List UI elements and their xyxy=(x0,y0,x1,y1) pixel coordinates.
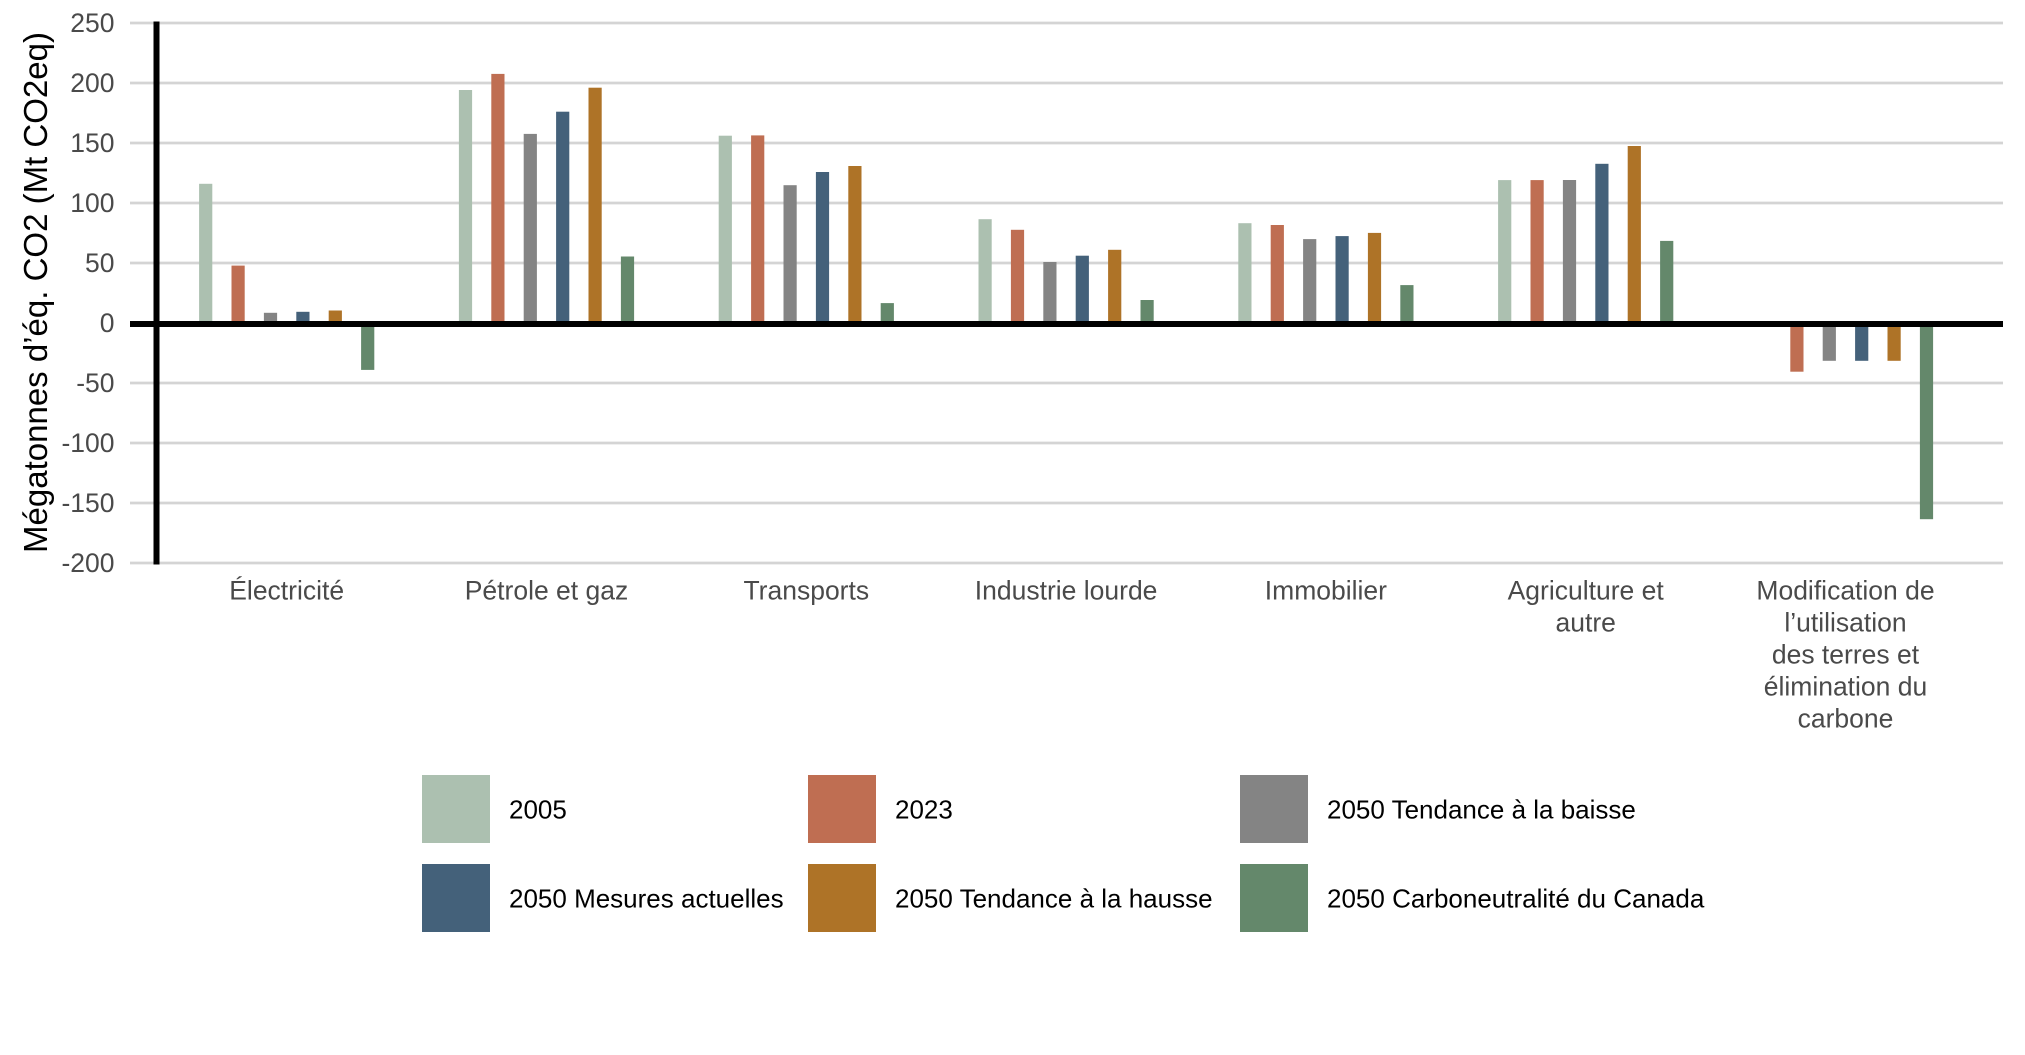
svg-text:250: 250 xyxy=(70,8,114,38)
svg-text:2050 Carboneutralité du Canada: 2050 Carboneutralité du Canada xyxy=(1327,884,1705,914)
svg-text:2023: 2023 xyxy=(895,795,953,825)
svg-text:des terres et: des terres et xyxy=(1772,640,1920,670)
svg-text:Agriculture et: Agriculture et xyxy=(1508,576,1665,606)
svg-text:Transports: Transports xyxy=(743,576,869,606)
svg-text:200: 200 xyxy=(70,68,114,98)
svg-text:Pétrole et gaz: Pétrole et gaz xyxy=(465,576,629,606)
svg-text:Industrie lourde: Industrie lourde xyxy=(975,576,1158,606)
svg-text:100: 100 xyxy=(70,188,114,218)
svg-text:150: 150 xyxy=(70,128,114,158)
svg-text:-200: -200 xyxy=(61,548,114,578)
svg-text:l’utilisation: l’utilisation xyxy=(1784,608,1906,638)
svg-text:élimination du: élimination du xyxy=(1764,672,1928,702)
svg-text:0: 0 xyxy=(100,308,115,338)
svg-text:Mégatonnes d’éq. CO2 (Mt CO2eq: Mégatonnes d’éq. CO2 (Mt CO2eq) xyxy=(17,32,54,553)
svg-text:-50: -50 xyxy=(76,368,114,398)
svg-text:-100: -100 xyxy=(61,428,114,458)
svg-text:2050 Mesures actuelles: 2050 Mesures actuelles xyxy=(509,884,784,914)
svg-text:Modification de: Modification de xyxy=(1756,576,1934,606)
svg-text:2050 Tendance à la hausse: 2050 Tendance à la hausse xyxy=(895,884,1213,914)
svg-text:autre: autre xyxy=(1555,608,1615,638)
svg-text:-150: -150 xyxy=(61,488,114,518)
svg-text:Électricité: Électricité xyxy=(229,576,344,606)
svg-text:2050 Tendance à la baisse: 2050 Tendance à la baisse xyxy=(1327,795,1636,825)
svg-text:carbone: carbone xyxy=(1798,704,1894,734)
svg-text:50: 50 xyxy=(85,248,114,278)
svg-text:Immobilier: Immobilier xyxy=(1265,576,1387,606)
svg-text:2005: 2005 xyxy=(509,795,567,825)
